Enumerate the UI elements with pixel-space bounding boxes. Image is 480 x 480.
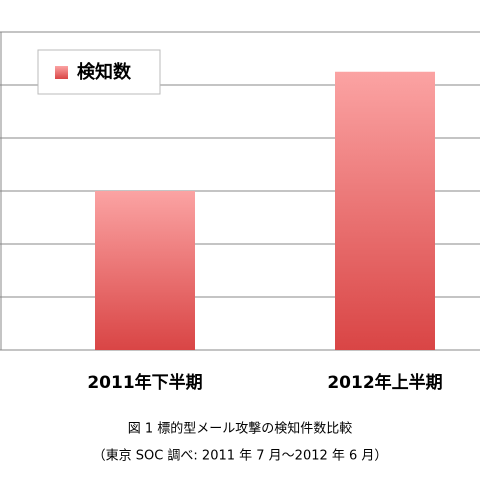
x-tick-label: 2011年下半期: [87, 372, 202, 393]
x-tick-label: 2012年上半期: [327, 372, 442, 393]
caption: （東京 SOC 調べ: 2011 年 7 月～2012 年 6 月）: [93, 448, 388, 464]
caption: 図 1 標的型メール攻撃の検知件数比較: [128, 421, 353, 437]
bar: [335, 71, 435, 350]
bar: [95, 191, 195, 350]
legend-label: 検知数: [77, 61, 132, 83]
legend-swatch: [55, 66, 68, 79]
